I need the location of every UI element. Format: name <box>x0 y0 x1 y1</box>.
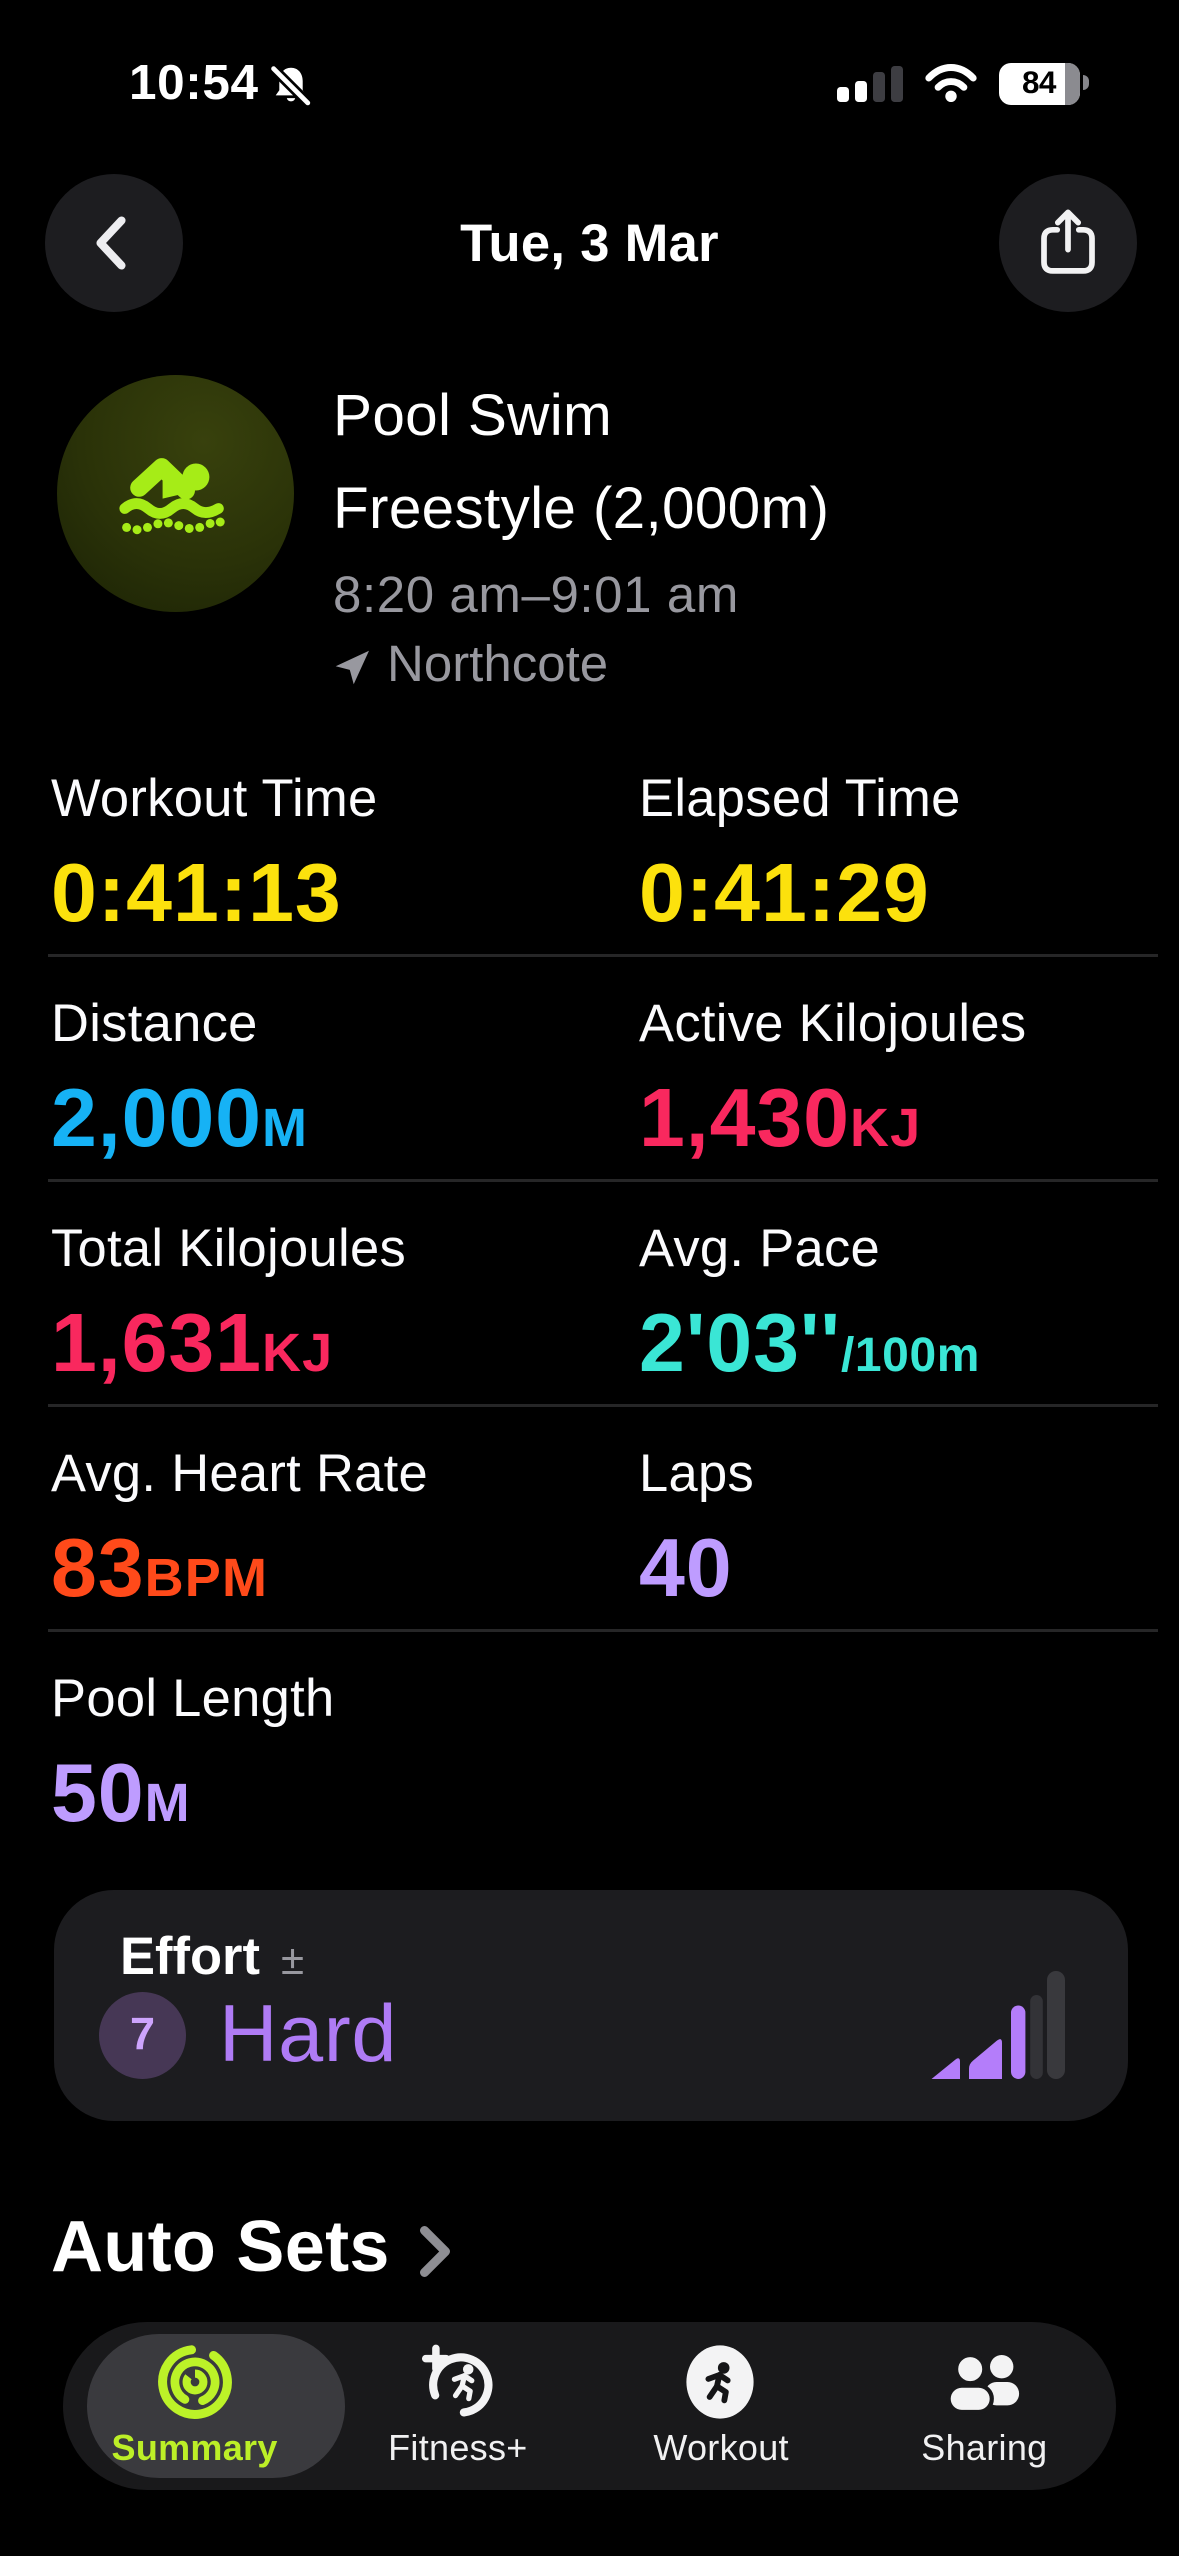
stat-pool-length: Pool Length 50M <box>51 1668 1158 1857</box>
status-right-cluster: 84 <box>836 63 1089 104</box>
stat-value: 1,631KJ <box>51 1296 639 1398</box>
stat-value-number: 0:41:29 <box>639 846 930 939</box>
sharing-people-icon <box>941 2343 1028 2421</box>
stat-value: 1,430KJ <box>639 1071 1158 1173</box>
stat-laps: Laps 40 <box>639 1443 1158 1632</box>
page-title: Tue, 3 Mar <box>460 211 719 272</box>
stat-value: 2,000M <box>51 1071 639 1173</box>
workout-location-row: Northcote <box>333 633 829 699</box>
stat-label: Workout Time <box>51 768 378 828</box>
tab-bar: Summary Fitness+ <box>63 2322 1116 2490</box>
effort-label: Effort <box>120 1926 260 1986</box>
effort-card[interactable]: Effort ± 7 Hard <box>54 1890 1128 2121</box>
fitness-plus-icon <box>419 2343 497 2421</box>
stat-value-number: 2'03'' <box>639 1296 841 1389</box>
stat-value-number: 50 <box>51 1746 145 1839</box>
effort-bars-icon <box>931 1971 1065 2079</box>
status-time: 10:54 <box>129 57 259 111</box>
stat-value-unit: M <box>261 1098 309 1158</box>
workout-runner-icon <box>682 2343 760 2421</box>
workout-time-range: 8:20 am–9:01 am <box>333 567 739 624</box>
stat-label: Avg. Heart Rate <box>51 1443 429 1503</box>
workout-header: Pool Swim Freestyle (2,000m) 8:20 am–9:0… <box>57 375 1149 699</box>
stat-active-kilojoules: Active Kilojoules 1,430KJ <box>639 993 1158 1182</box>
stat-value-unit: BPM <box>144 1548 269 1608</box>
workout-detail: Freestyle (2,000m) <box>333 477 830 543</box>
stat-value-unit: /100m <box>840 1332 981 1383</box>
back-button[interactable] <box>45 174 183 312</box>
stats-grid: Workout Time 0:41:13 Elapsed Time 0:41:2… <box>0 732 1179 1857</box>
auto-sets-title: Auto Sets <box>51 2208 390 2289</box>
stat-value: 50M <box>51 1746 1158 1848</box>
share-button[interactable] <box>999 174 1137 312</box>
stat-avg-heart-rate: Avg. Heart Rate 83BPM <box>51 1443 639 1632</box>
battery-icon: 84 <box>998 63 1089 104</box>
stats-row-5: Pool Length 50M <box>0 1632 1179 1857</box>
stat-value-unit: KJ <box>849 1098 922 1158</box>
stat-elapsed-time: Elapsed Time 0:41:29 <box>639 768 1158 957</box>
stat-value: 0:41:29 <box>639 846 1158 948</box>
tab-label: Fitness+ <box>388 2427 528 2469</box>
status-bar: 10:54 84 <box>0 0 1179 141</box>
tab-sharing[interactable]: Sharing <box>853 2322 1116 2490</box>
stat-label: Elapsed Time <box>639 768 961 828</box>
stat-total-kilojoules: Total Kilojoules 1,631KJ <box>51 1218 639 1407</box>
activity-rings-icon <box>156 2343 234 2421</box>
stat-value-number: 1,430 <box>639 1071 850 1164</box>
stat-value-number: 2,000 <box>51 1071 262 1164</box>
workout-avatar <box>57 375 294 612</box>
stat-value-number: 1,631 <box>51 1296 262 1389</box>
cellular-signal-icon <box>836 65 903 102</box>
stat-label: Distance <box>51 993 258 1053</box>
stat-value-number: 83 <box>51 1521 145 1614</box>
tab-workout[interactable]: Workout <box>590 2322 853 2490</box>
bell-slash-icon <box>269 64 313 108</box>
stat-avg-pace: Avg. Pace 2'03''/100m <box>639 1218 1158 1407</box>
swimmer-icon <box>117 456 224 533</box>
effort-rating: Hard <box>219 1989 397 2079</box>
effort-header: Effort ± <box>120 1926 304 1989</box>
stat-label: Laps <box>639 1443 755 1503</box>
stat-label: Pool Length <box>51 1668 335 1728</box>
workout-location: Northcote <box>387 636 609 693</box>
stats-row-2: Distance 2,000M Active Kilojoules 1,430K… <box>0 957 1179 1182</box>
stat-value: 40 <box>639 1521 1158 1623</box>
nav-bar: Tue, 3 Mar <box>0 174 1179 312</box>
tab-label: Summary <box>111 2427 278 2469</box>
stat-value: 2'03''/100m <box>639 1296 1158 1404</box>
stat-label: Total Kilojoules <box>51 1218 407 1278</box>
chevron-left-icon <box>96 216 126 270</box>
location-arrow-icon <box>335 649 369 683</box>
workout-type: Pool Swim <box>333 384 613 450</box>
tab-fitness-plus[interactable]: Fitness+ <box>326 2322 589 2490</box>
wifi-icon <box>924 64 977 103</box>
stat-workout-time: Workout Time 0:41:13 <box>51 768 639 957</box>
chevron-right-icon <box>419 2224 450 2276</box>
tab-label: Sharing <box>921 2427 1048 2469</box>
tab-label: Workout <box>653 2427 789 2469</box>
battery-percent: 84 <box>1022 65 1056 102</box>
stat-value-unit: KJ <box>261 1323 334 1383</box>
stat-value: 0:41:13 <box>51 846 639 948</box>
stat-value-unit: M <box>144 1773 191 1833</box>
effort-score-badge: 7 <box>99 1992 186 2079</box>
stats-row-1: Workout Time 0:41:13 Elapsed Time 0:41:2… <box>0 732 1179 957</box>
stat-value: 83BPM <box>51 1521 639 1623</box>
stat-value-number: 0:41:13 <box>51 846 342 939</box>
stat-label: Active Kilojoules <box>639 993 1027 1053</box>
stats-row-4: Avg. Heart Rate 83BPM Laps 40 <box>0 1407 1179 1632</box>
stat-distance: Distance 2,000M <box>51 993 639 1182</box>
share-icon <box>1041 209 1095 274</box>
stats-row-3: Total Kilojoules 1,631KJ Avg. Pace 2'03'… <box>0 1182 1179 1407</box>
stat-label: Avg. Pace <box>639 1218 881 1278</box>
auto-sets-link[interactable]: Auto Sets <box>51 2208 453 2292</box>
stat-value-number: 40 <box>639 1521 733 1614</box>
tab-summary[interactable]: Summary <box>63 2322 326 2490</box>
plus-minus-icon[interactable]: ± <box>280 1933 305 1982</box>
